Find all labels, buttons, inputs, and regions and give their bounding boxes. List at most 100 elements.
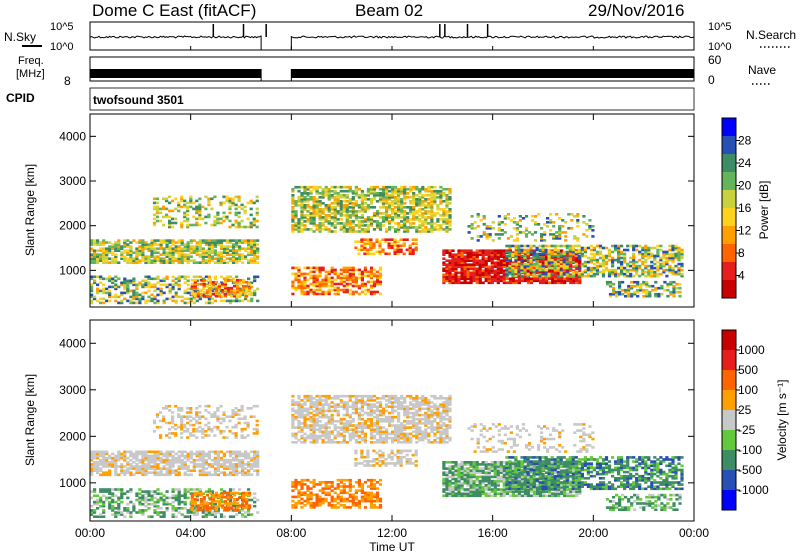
power-cell [598,252,603,256]
velocity-cell [114,471,118,474]
power-cell [348,222,352,225]
velocity-cell [216,454,220,458]
velocity-cell [102,461,106,464]
power-cell [345,220,349,223]
velocity-cell [235,454,239,458]
power-cell [189,245,193,248]
power-cell [120,251,124,254]
power-cell [629,272,633,276]
velocity-cell [234,434,238,437]
power-cell [397,194,401,197]
power-cell [496,277,500,281]
power-cell [250,285,254,289]
power-cell [445,222,449,225]
power-cell [207,199,211,203]
velocity-cell [210,490,214,493]
velocity-cell [171,471,175,474]
power-cell [235,241,239,244]
power-cell [339,222,343,225]
power-cell [403,222,407,225]
power-cell [129,281,133,285]
power-cell [327,194,331,197]
power-cell [515,239,519,242]
power-cell [476,213,480,216]
velocity-cell [195,415,199,418]
power-cell [150,299,154,303]
power-cell [306,187,310,191]
power-cell [526,272,530,276]
power-cell [141,291,145,295]
power-cell [300,196,304,199]
power-cell [439,200,443,203]
velocity-cell [165,458,169,462]
power-cell [378,244,382,248]
power-cell [339,226,343,229]
power-cell [544,260,548,264]
power-cell [228,257,233,260]
power-cell [595,260,600,264]
power-cell [363,220,367,223]
velocity-cell [228,473,233,477]
power-cell [238,239,242,242]
power-cell [342,276,346,280]
power-cell [354,284,358,288]
velocity-cell [238,488,242,491]
velocity-cell [165,434,169,437]
power-cell [333,210,337,213]
power-cell [565,260,569,264]
velocity-cell [253,492,257,495]
power-cell [424,222,428,225]
velocity-cell [147,467,151,470]
power-cell [208,280,212,284]
velocity-cell [256,458,260,462]
velocity-cell [144,471,148,474]
power-cell [481,271,485,275]
power-cell [445,226,449,229]
power-cell [430,194,434,197]
power-cell [357,196,361,199]
power-cell [490,269,494,273]
power-cell [559,254,563,258]
velocity-cell [141,511,145,514]
power-cell [397,192,401,195]
power-cell [568,266,572,270]
power-cell [294,272,298,276]
power-cell [165,239,169,242]
power-cell [448,277,452,281]
freq-right-tick-bottom: 0 [708,73,715,87]
velocity-cell [255,419,259,423]
velocity-cell [141,454,145,458]
power-cell [547,250,551,254]
power-cell [601,254,606,258]
power-cell [424,228,428,231]
power-cell [214,294,218,298]
power-cell [211,292,215,296]
velocity-cell [144,469,148,472]
power-cell [327,228,331,231]
power-cell [502,271,506,275]
power-cell [309,290,313,294]
velocity-cell [93,450,97,454]
power-cell [366,280,370,284]
power-cell [120,253,124,256]
power-cell [547,260,551,264]
power-cell [666,294,670,298]
velocity-cell [204,423,208,427]
power-cell [222,255,227,258]
power-cell [641,256,645,260]
power-cell [626,248,630,252]
power-cell [439,194,443,197]
power-cell [256,239,260,242]
velocity-cell [102,473,106,477]
power-cell [126,299,130,303]
velocity-cell [180,415,184,418]
velocity-cell [156,507,160,510]
power-cell [216,241,220,244]
power-cell [520,274,524,278]
power-cell [515,223,519,226]
power-cell [153,283,157,287]
velocity-cell [231,456,236,460]
velocity-cell [96,465,100,468]
power-cell [219,241,224,244]
power-cell [620,244,624,248]
